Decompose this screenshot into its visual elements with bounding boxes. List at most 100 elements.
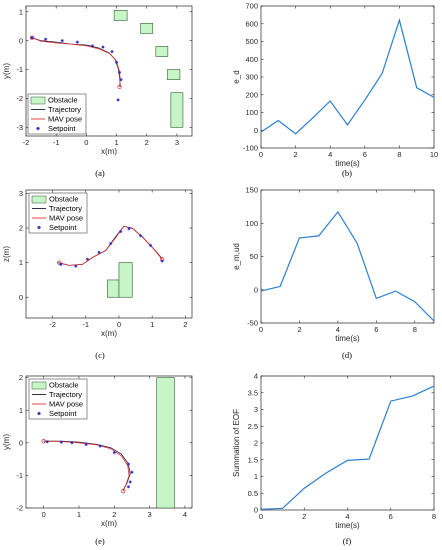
- series-line: [260, 18, 435, 135]
- x-tick-label: -1: [82, 320, 89, 329]
- panel-label: (c): [95, 350, 105, 360]
- y-axis-label: y(m): [2, 63, 11, 79]
- trajectory-line: [30, 36, 121, 87]
- legend-entry: Setpoint: [48, 124, 76, 133]
- y-tick-label: 300: [245, 73, 258, 82]
- y-tick-label: 1: [19, 258, 23, 267]
- end-marker: [117, 84, 122, 90]
- x-tick-label: 4: [336, 325, 340, 334]
- x-tick-label: 0: [84, 138, 88, 147]
- x-tick-label: 0: [259, 512, 263, 521]
- setpoint-marker: [130, 470, 134, 474]
- legend-swatch-obstacle: [30, 96, 46, 105]
- y-tick-label: 700: [245, 2, 258, 11]
- plot-frame: [260, 189, 435, 324]
- y-axis-label: z(m): [2, 246, 11, 262]
- x-tick-label: 10: [430, 150, 438, 159]
- panel-label: (a): [95, 168, 105, 178]
- y-tick-label: 1.5: [248, 455, 258, 464]
- setpoint-marker: [44, 37, 48, 41]
- x-tick-label: 2: [294, 150, 298, 159]
- panel-label: (b): [342, 168, 352, 178]
- y-tick-label: 0: [19, 438, 23, 447]
- legend-entry: MAV pose: [49, 400, 83, 409]
- obstacle-rect: [140, 23, 154, 34]
- x-tick-label: 4: [183, 510, 187, 519]
- x-tick-label: 8: [413, 325, 417, 334]
- x-tick-label: 6: [389, 512, 393, 521]
- x-tick-label: 0: [117, 320, 121, 329]
- y-tick-label: 100: [245, 108, 258, 117]
- setpoint-marker: [85, 257, 90, 261]
- x-axis-label: x(m): [101, 329, 117, 338]
- y-tick-label: 600: [245, 19, 258, 28]
- y-tick-label: 500: [245, 37, 258, 46]
- setpoint-marker: [101, 45, 105, 49]
- x-axis-label: time(s): [335, 334, 360, 343]
- y-tick-label: 3: [254, 405, 258, 414]
- x-tick-label: -2: [23, 138, 30, 147]
- x-tick-label: 8: [397, 150, 401, 159]
- y-tick-label: -2: [16, 94, 23, 103]
- x-tick-label: 2: [297, 325, 301, 334]
- y-tick-label: 2: [254, 439, 258, 448]
- obstacle-rect: [155, 46, 169, 57]
- panel-label: (f): [343, 536, 352, 546]
- y-tick-label: 2.5: [248, 422, 258, 431]
- y-tick-label: 4: [254, 372, 258, 381]
- legend-entry: Obstacle: [49, 195, 79, 204]
- legend-swatch-obstacle: [31, 195, 47, 204]
- setpoint-marker: [97, 250, 101, 254]
- setpoint-marker: [119, 78, 123, 82]
- obstacle-rect: [118, 262, 133, 298]
- setpoint-marker: [109, 242, 113, 246]
- setpoint-marker: [160, 259, 164, 263]
- x-tick-label: 1: [114, 138, 118, 147]
- panel-a: -2 -1 0 1 2 3-3-2-101x(m)y(m)(a)ObstacleTraje…: [2, 5, 193, 178]
- setpoint-marker: [98, 444, 102, 448]
- legend-entry: Obstacle: [49, 381, 79, 390]
- y-axis-label: e_m,ud: [232, 243, 241, 270]
- y-tick-label: -1: [16, 65, 23, 74]
- y-tick-label: 3: [19, 189, 23, 198]
- x-axis-label: x(m): [101, 147, 117, 156]
- legend-entry: Setpoint: [49, 223, 77, 232]
- legend-entry: MAV pose: [48, 115, 82, 124]
- y-tick-label: 2: [19, 224, 23, 233]
- y-axis-label: Summation of EOF: [232, 409, 241, 477]
- x-tick-label: 6: [363, 150, 367, 159]
- x-tick-label: 2: [145, 138, 149, 147]
- setpoint-marker: [75, 40, 79, 44]
- y-axis-label: y(m): [2, 434, 11, 450]
- y-tick-label: -2: [16, 504, 23, 513]
- setpoint-marker: [128, 480, 132, 484]
- setpoint-marker: [59, 440, 63, 444]
- y-tick-label: 200: [245, 90, 258, 99]
- x-tick-label: 0: [42, 510, 46, 519]
- setpoint-marker: [148, 243, 153, 247]
- y-tick-label: 0: [254, 126, 258, 135]
- setpoint-marker: [90, 44, 94, 48]
- start-marker: [29, 35, 35, 40]
- legend-entry: Trajectory: [49, 204, 82, 213]
- setpoint-marker: [126, 462, 131, 466]
- end-marker: [120, 488, 126, 494]
- setpoint-marker: [30, 36, 34, 40]
- x-tick-label: 3: [148, 510, 152, 519]
- setpoint-marker: [45, 440, 49, 444]
- legend-swatch-obstacle: [31, 381, 47, 390]
- setpoint-marker: [117, 70, 122, 75]
- setpoint-marker: [119, 229, 123, 234]
- x-tick-label: 1: [77, 510, 81, 519]
- obstacle-rect: [170, 92, 184, 128]
- y-tick-label: 400: [245, 55, 258, 64]
- setpoint-marker: [126, 485, 131, 489]
- y-tick-label: 0: [19, 293, 23, 302]
- x-tick-label: -2: [49, 320, 56, 329]
- x-tick-label: 0: [259, 325, 263, 334]
- setpoint-marker: [84, 442, 88, 447]
- x-tick-label: 0: [259, 150, 263, 159]
- y-tick-label: 1: [254, 472, 258, 481]
- x-tick-label: 4: [345, 512, 349, 521]
- y-tick-label: 0: [19, 36, 23, 45]
